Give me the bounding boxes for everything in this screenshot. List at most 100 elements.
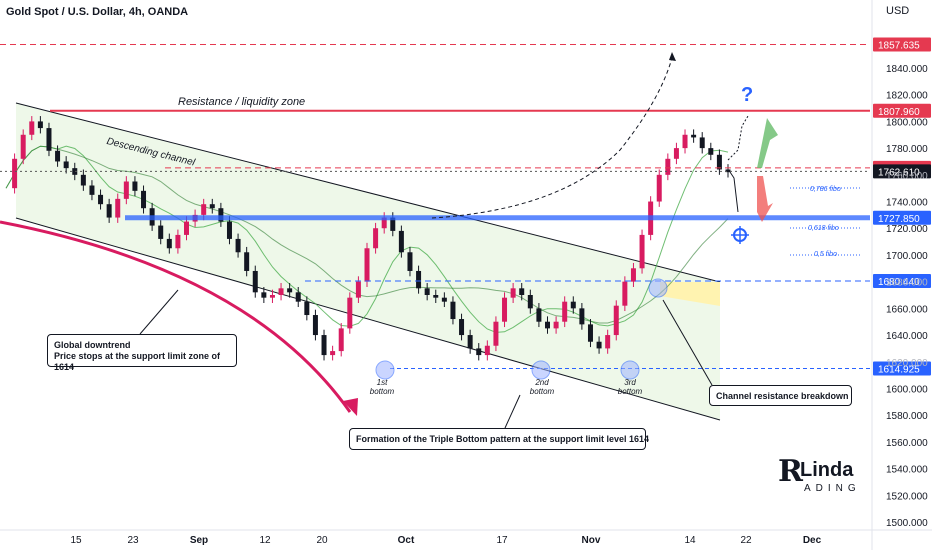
candle-body (570, 301, 576, 309)
candle-body (493, 321, 499, 346)
x-tick-label: 12 (259, 535, 271, 546)
candle-body (115, 198, 121, 218)
candle-body (416, 270, 422, 289)
bottom-1-ordinal: 1st (376, 378, 388, 387)
candle-body (321, 335, 327, 356)
candle-body (665, 158, 671, 175)
price-tag-bg (873, 274, 931, 289)
price-tag-bg (873, 37, 931, 52)
candle-body (29, 121, 35, 135)
bearish-arrow (757, 176, 773, 222)
candle-body (450, 301, 456, 320)
candle-body (235, 238, 241, 253)
candle-body (37, 121, 43, 129)
candle-body (12, 158, 18, 189)
candle-body (398, 230, 404, 253)
candle-body (545, 321, 550, 329)
candle-body (287, 288, 293, 293)
y-tick-label: 1520.000 (886, 491, 928, 502)
candle-body (441, 297, 447, 302)
y-tick-label: 1500.000 (886, 518, 928, 529)
y-tick-label: 1740.000 (886, 198, 928, 209)
x-tick-label: 23 (127, 535, 139, 546)
candle-body (682, 134, 688, 149)
candle-body (691, 134, 697, 138)
price-tag-bg (873, 361, 931, 376)
y-tick-label: 1620.000 (886, 358, 928, 369)
candle-body (158, 225, 164, 239)
candle-body (596, 341, 602, 349)
fibo-05-label: 0,5 fibo (814, 251, 837, 258)
candle-body (141, 190, 147, 209)
bottom-2-label: 2nd bottom (528, 378, 556, 396)
global-downtrend-text: Global downtrend (54, 340, 131, 350)
breakdown-pointer (662, 299, 713, 386)
y-tick-label: 1680.000 (886, 278, 928, 289)
price-tag-label: 1807.960 (878, 107, 920, 118)
candle-body (579, 308, 585, 325)
candle-body (407, 252, 413, 271)
candle-body (708, 148, 714, 155)
y-tick-label: 1600.000 (886, 384, 928, 395)
price-tag-label: 1614.925 (878, 365, 920, 376)
chart-title: Gold Spot / U.S. Dollar, 4h, OANDA (6, 6, 189, 18)
candle-body (55, 150, 61, 162)
candle-body (562, 301, 568, 322)
bottom-marker (531, 360, 551, 380)
bottom-2-word: bottom (529, 387, 555, 396)
resistance-zone-label: Resistance / liquidity zone (178, 96, 306, 108)
y-tick-label: 1820.000 (886, 91, 928, 102)
price-tag-bg (873, 164, 931, 179)
candle-body (484, 345, 490, 356)
candle-body (467, 335, 473, 349)
y-tick-label: 1720.000 (886, 224, 928, 235)
projection-arrowhead (669, 52, 676, 61)
y-tick-label: 1760.000 (886, 171, 928, 182)
candle-body (699, 137, 705, 149)
currency-label: USD (886, 5, 910, 17)
x-tick-label: 20 (316, 535, 328, 546)
downtrend-pointer (139, 289, 179, 335)
price-tag-label: 1762.610 (878, 167, 920, 178)
bottom-3-word: bottom (617, 387, 643, 396)
downtrend-arc (0, 220, 352, 413)
fibo-0618-label: 0,618 fibo (808, 225, 839, 232)
candle-body (502, 297, 508, 322)
channel-upper-line (15, 102, 721, 283)
watermark-text-bottom: ADING (804, 483, 861, 494)
candle-body (312, 315, 318, 336)
candle-body (433, 295, 439, 298)
candle-body (269, 295, 275, 298)
candle-body (295, 292, 301, 302)
candle-body (106, 204, 112, 218)
candle-body (587, 324, 593, 342)
y-tick-label: 1640.000 (886, 331, 928, 342)
candle-body (622, 281, 628, 306)
bottom-marker (648, 278, 668, 298)
candle-body (89, 185, 95, 195)
x-tick-label: Nov (582, 535, 601, 546)
candle-body (63, 161, 69, 169)
candle-body (639, 234, 645, 269)
candle-body (338, 328, 344, 352)
triple-bottom-pointer (504, 394, 521, 429)
up-scenario-path (727, 115, 749, 161)
bottom-2-ordinal: 2nd (535, 378, 549, 387)
candle-body (553, 321, 559, 329)
candle-body (261, 292, 267, 298)
x-tick-label: 15 (70, 535, 82, 546)
time-axis: 15 23 Sep 12 20 Oct 17 Nov 14 22 Dec (0, 529, 932, 546)
candle-body (527, 295, 533, 309)
candle-body (510, 288, 516, 298)
bottom-marker (620, 360, 640, 380)
watermark-text-top: Linda (800, 459, 854, 481)
candle-body (459, 319, 465, 336)
down-scenario-path (729, 171, 739, 213)
x-tick-label: 17 (496, 535, 508, 546)
candle-body (123, 181, 129, 199)
candle-body (252, 270, 258, 293)
candle-body (201, 204, 207, 215)
global-downtrend-subtext: Price stops at the support limit zone of… (54, 351, 221, 372)
candle-body (347, 297, 353, 329)
